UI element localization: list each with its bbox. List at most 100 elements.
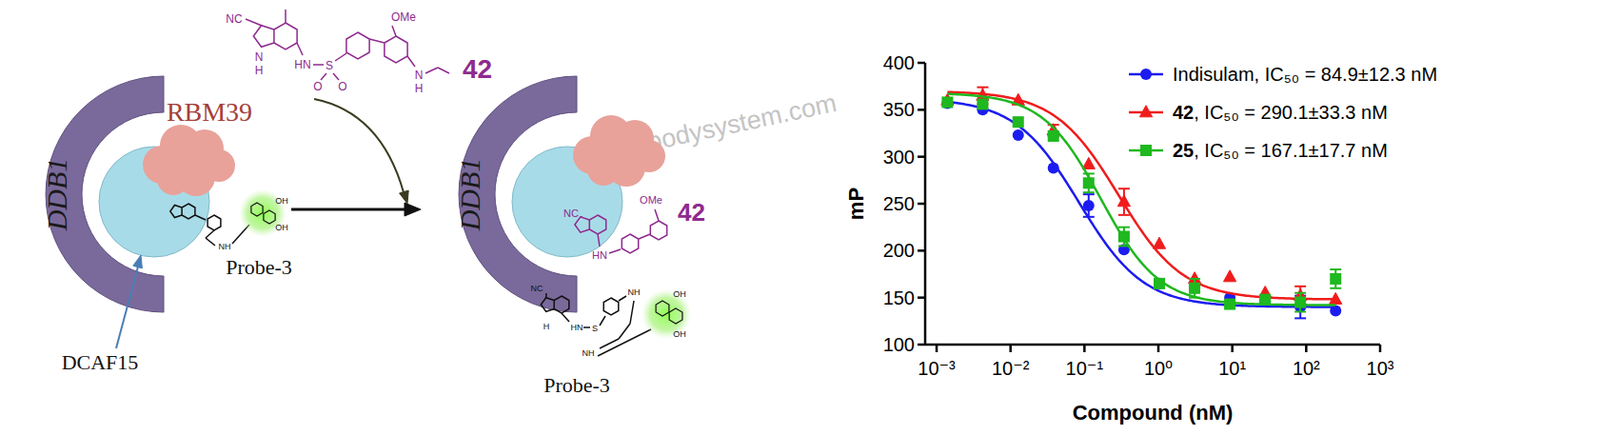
right-complex: DDB1NCHNOMe42NCHHNSNHNHOHOHProbe-3 <box>454 76 706 397</box>
bond <box>609 249 621 254</box>
x-axis-title: Compound (nM) <box>1072 400 1234 425</box>
marker <box>1294 296 1306 309</box>
error-bar <box>1083 194 1095 218</box>
error-bar <box>1118 188 1130 216</box>
marker <box>1188 282 1201 295</box>
benzene-ring <box>181 203 196 219</box>
atom-label: H <box>414 81 424 96</box>
error-bar <box>1329 269 1342 289</box>
legend-marker <box>1140 144 1152 157</box>
marker <box>1153 277 1166 290</box>
y-tick <box>917 202 926 206</box>
page: antibodysystem.comDDB1RBM39NHOHOHProbe-3… <box>0 0 1600 435</box>
bond <box>205 237 216 246</box>
atom-label: HN <box>571 322 584 333</box>
fit-curve <box>947 94 1336 306</box>
error-cap <box>1118 214 1130 217</box>
bond <box>284 9 287 23</box>
benzene-ring <box>346 32 370 60</box>
marker <box>1047 162 1060 175</box>
ddb1-label: DDB1 <box>40 158 73 233</box>
x-tick-label: 10¹ <box>1218 357 1246 379</box>
ddb1-label: DDB1 <box>454 158 486 233</box>
benzene-ring <box>603 297 619 316</box>
fit-curve <box>947 101 1336 307</box>
y-tick <box>917 249 926 253</box>
cloud-lobe <box>157 162 190 196</box>
x-tick <box>935 344 939 353</box>
atom-label: OH <box>672 289 687 299</box>
error-cap <box>1083 191 1095 194</box>
bond <box>599 316 606 326</box>
pyrrole-ring <box>574 217 590 233</box>
probe-label: Probe-3 <box>225 255 293 279</box>
marker <box>1117 195 1130 207</box>
probe-label: Probe-3 <box>543 373 611 397</box>
marker <box>1259 294 1271 306</box>
compound-42: NCNHHNSOOOMeNH42 <box>225 9 493 96</box>
error-cap <box>1188 296 1201 299</box>
error-bar <box>1294 293 1306 313</box>
legend-marker <box>1140 68 1152 80</box>
arrow-head <box>399 190 410 204</box>
marker <box>1083 199 1095 212</box>
marker <box>1224 298 1236 311</box>
binding-arrow <box>314 98 404 193</box>
error-bar <box>1294 296 1306 319</box>
marker <box>1012 129 1025 141</box>
ligand-label: 42 <box>677 197 706 227</box>
atom-label: NC <box>225 12 243 26</box>
marker <box>1188 282 1201 295</box>
y-tick-label: 350 <box>883 98 915 120</box>
fluorescein-glow <box>641 289 692 339</box>
series <box>941 97 1342 318</box>
bond <box>245 19 262 26</box>
atom-label: NH <box>218 241 232 252</box>
bond <box>320 73 327 80</box>
marker <box>941 97 953 109</box>
y-tick-label: 200 <box>883 239 915 261</box>
pyrrole-ring <box>253 25 275 48</box>
cloud-lobe <box>587 153 620 186</box>
marker <box>1329 292 1343 304</box>
y-tick <box>917 155 926 159</box>
y-tick-label: 400 <box>883 52 915 74</box>
bond <box>392 25 396 37</box>
bond <box>597 234 600 247</box>
marker <box>1118 243 1130 256</box>
x-tick <box>1008 344 1012 353</box>
series <box>941 94 1342 313</box>
bound-42: NCHNOMe42 <box>563 194 706 261</box>
bond <box>580 216 583 218</box>
x-tick <box>1379 344 1383 353</box>
bond <box>638 234 651 239</box>
rbm39-shape <box>572 115 666 187</box>
xanthene-ring <box>263 210 276 224</box>
error-bar <box>1188 278 1201 298</box>
left-complex: DDB1RBM39NHOHOHProbe-3DCAF15 <box>40 76 293 375</box>
atom-label: S <box>592 323 598 334</box>
error-cap <box>1329 287 1342 290</box>
atom-label: H <box>255 63 264 78</box>
benzene-ring <box>650 220 667 240</box>
error-cap <box>1329 268 1342 271</box>
marker <box>1152 237 1166 249</box>
error-cap <box>1118 187 1130 190</box>
x-tick-label: 10⁰ <box>1144 357 1173 379</box>
diagram: antibodysystem.comDDB1RBM39NHOHOHProbe-3… <box>40 9 840 397</box>
bond <box>407 56 415 67</box>
error-cap <box>1294 292 1306 295</box>
pointer-arrow <box>116 266 139 349</box>
y-axis-title: mP <box>844 187 869 220</box>
atom-label: N <box>414 68 424 82</box>
x-tick-label: 10⁻¹ <box>1066 357 1105 379</box>
benzene-ring <box>589 215 606 235</box>
error-cap <box>1188 277 1201 280</box>
legend-marker <box>1139 105 1152 118</box>
bond <box>425 67 438 74</box>
atom-label: N <box>255 50 264 64</box>
legend: Indisulam, IC₅₀ = 84.9±12.3 nM42, IC₅₀ =… <box>1128 63 1438 161</box>
marker <box>1329 273 1342 285</box>
y-tick-label: 150 <box>883 287 915 309</box>
legend-label: Indisulam, IC₅₀ = 84.9±12.3 nM <box>1172 63 1438 85</box>
